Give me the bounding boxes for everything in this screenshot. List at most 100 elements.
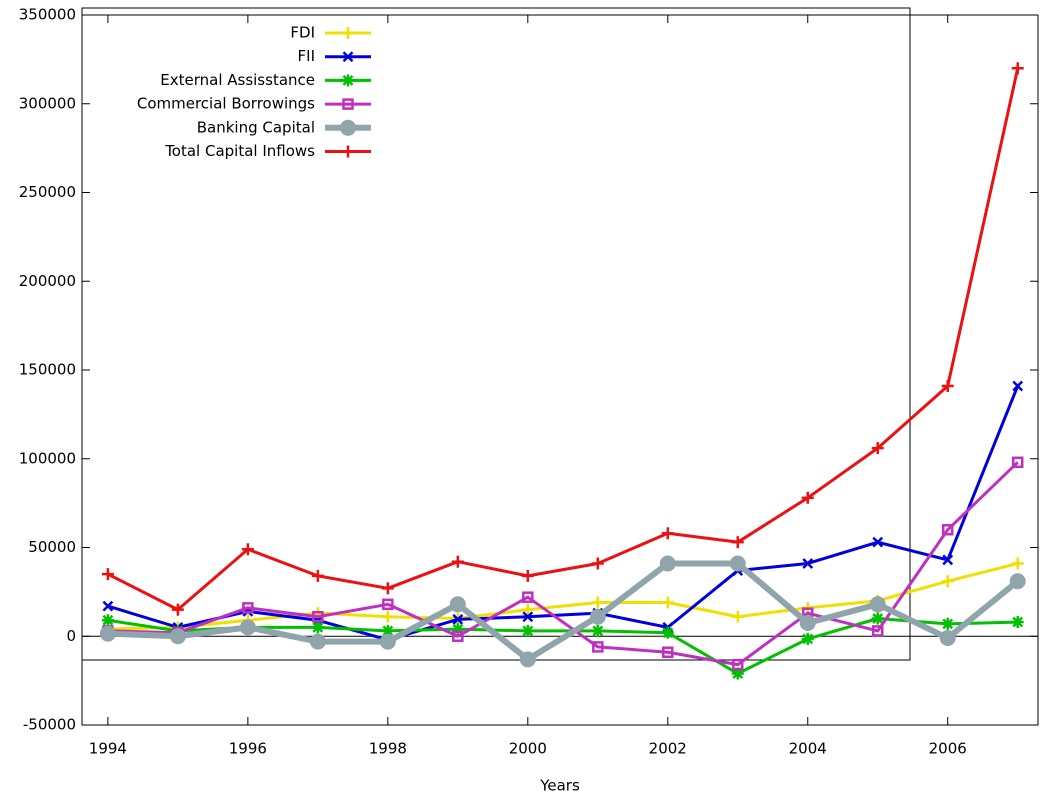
data-point — [1012, 380, 1024, 392]
legend-label: Total Capital Inflows — [164, 142, 315, 160]
y-tick-label: 0 — [66, 627, 76, 645]
marker-circle — [309, 633, 326, 650]
marker-circle — [729, 555, 746, 572]
marker-circle — [169, 628, 186, 645]
marker-square — [871, 625, 884, 637]
data-point — [239, 619, 256, 636]
data-point — [661, 527, 674, 540]
data-point — [661, 626, 674, 639]
data-point — [522, 591, 534, 603]
marker-stroke — [102, 600, 114, 612]
data-point — [871, 442, 884, 455]
data-point — [1011, 456, 1024, 469]
data-point — [802, 558, 814, 569]
data-point — [591, 596, 604, 609]
y-tick-label: 50000 — [28, 538, 76, 556]
data-point — [449, 596, 466, 613]
marker-stroke — [522, 625, 534, 637]
legend-label: Banking Capital — [197, 118, 315, 136]
marker-square — [312, 610, 324, 623]
series-line — [107, 67, 1020, 612]
series-line — [107, 560, 1020, 663]
marker-stroke — [942, 554, 954, 566]
legend-label: FII — [298, 47, 315, 65]
data-point — [589, 608, 606, 625]
y-tick-label: 300000 — [19, 94, 76, 112]
data-point — [869, 596, 886, 613]
legend-marker — [342, 74, 354, 87]
marker-square — [662, 646, 674, 658]
data-point — [241, 543, 254, 556]
x-tick-label: 1994 — [89, 740, 127, 758]
data-point — [452, 630, 464, 642]
data-point — [382, 598, 394, 611]
marker-circle — [1009, 573, 1026, 590]
marker-stroke — [522, 611, 534, 623]
y-tick-label: 200000 — [19, 272, 76, 290]
marker-circle — [449, 596, 466, 613]
data-point — [169, 628, 186, 645]
marker-circle — [379, 633, 396, 650]
data-point — [729, 555, 746, 572]
marker-circle — [589, 608, 606, 625]
data-point — [801, 491, 814, 504]
data-point — [592, 641, 604, 653]
x-tick-label: 1996 — [229, 740, 267, 758]
data-point — [941, 617, 954, 630]
y-tick-label: 150000 — [19, 361, 76, 379]
data-point — [522, 611, 534, 623]
data-point — [101, 614, 114, 627]
data-point — [939, 630, 956, 647]
marker-stroke — [1012, 616, 1024, 628]
marker-square — [342, 98, 354, 110]
legend-marker — [342, 27, 354, 39]
data-point — [311, 621, 324, 634]
data-point — [1011, 616, 1024, 629]
data-point — [519, 651, 536, 668]
marker-stroke — [342, 51, 354, 63]
data-point — [309, 633, 326, 650]
data-point — [799, 614, 816, 631]
data-point — [452, 614, 464, 625]
marker-circle — [239, 619, 256, 636]
marker-stroke — [342, 75, 354, 86]
marker-circle — [99, 625, 116, 642]
series-line — [107, 461, 1019, 667]
legend-label: FDI — [290, 24, 315, 42]
x-tick-label: 2004 — [789, 740, 827, 758]
data-point — [941, 379, 954, 392]
marker-square — [732, 658, 744, 671]
data-point — [871, 612, 884, 625]
marker-circle — [869, 596, 886, 613]
marker-stroke — [732, 668, 744, 679]
x-axis-label: Years — [539, 777, 580, 795]
x-tick-label: 2000 — [509, 740, 547, 758]
data-point — [1011, 62, 1024, 75]
marker-stroke — [942, 618, 954, 630]
marker-circle — [939, 630, 956, 647]
marker-stroke — [872, 536, 884, 548]
data-point — [942, 554, 954, 566]
data-point — [171, 603, 184, 616]
data-point — [659, 555, 676, 572]
data-point — [591, 557, 604, 570]
marker-circle — [340, 119, 356, 136]
data-point — [242, 602, 254, 614]
marker-stroke — [1012, 380, 1024, 392]
legend-marker — [342, 98, 354, 110]
data-point — [451, 555, 464, 568]
marker-square — [522, 591, 534, 603]
data-point — [381, 582, 394, 595]
marker-square — [382, 598, 394, 611]
marker-square — [242, 602, 254, 614]
y-tick-label: 350000 — [19, 6, 76, 24]
data-point — [591, 624, 604, 637]
data-point — [1011, 557, 1024, 570]
data-point — [662, 646, 674, 658]
marker-square — [452, 630, 464, 642]
legend-marker — [342, 145, 354, 158]
legend-marker — [342, 51, 354, 63]
legend-label: Commercial Borrowings — [137, 95, 315, 113]
x-tick-label: 1998 — [369, 740, 407, 758]
